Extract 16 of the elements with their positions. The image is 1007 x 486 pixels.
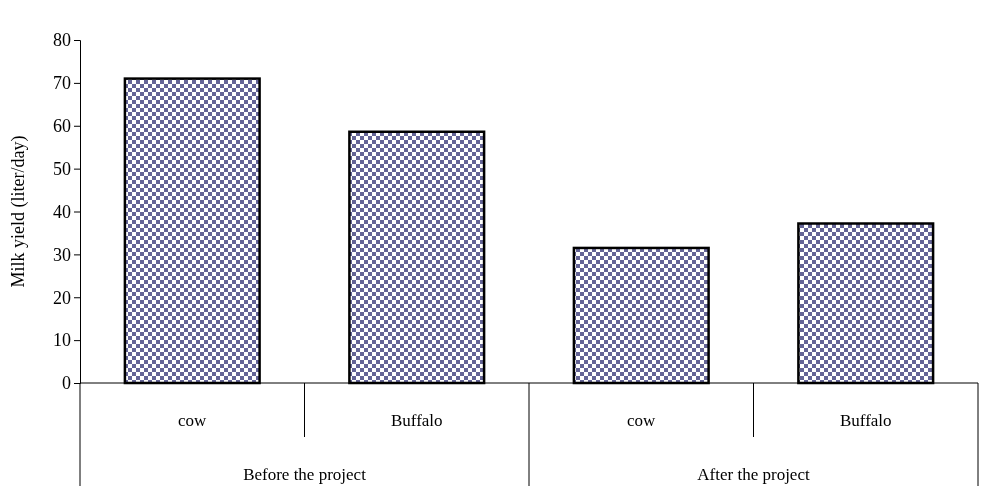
y-tick-label: 70: [53, 73, 71, 94]
text: Before the project: [243, 465, 367, 484]
y-tick-label: 0: [62, 373, 71, 394]
y-tick-label: 50: [53, 158, 71, 179]
y-tick-label: 20: [53, 287, 71, 308]
y-tick-label: 80: [53, 30, 71, 51]
y-axis-title: Milk yield (liter/day): [8, 135, 29, 288]
x-tick-label: cow: [178, 411, 208, 430]
y-tick-label: 10: [53, 330, 71, 351]
y-tick-label: 30: [53, 244, 71, 265]
x-tick-label: cow: [627, 411, 657, 430]
x-tick-label: Buffalo: [390, 411, 443, 430]
text: After the project: [697, 465, 810, 484]
x-tick-label: Buffalo: [839, 411, 892, 430]
y-tick-label: 60: [53, 116, 71, 137]
y-tick-label: 40: [53, 201, 71, 222]
